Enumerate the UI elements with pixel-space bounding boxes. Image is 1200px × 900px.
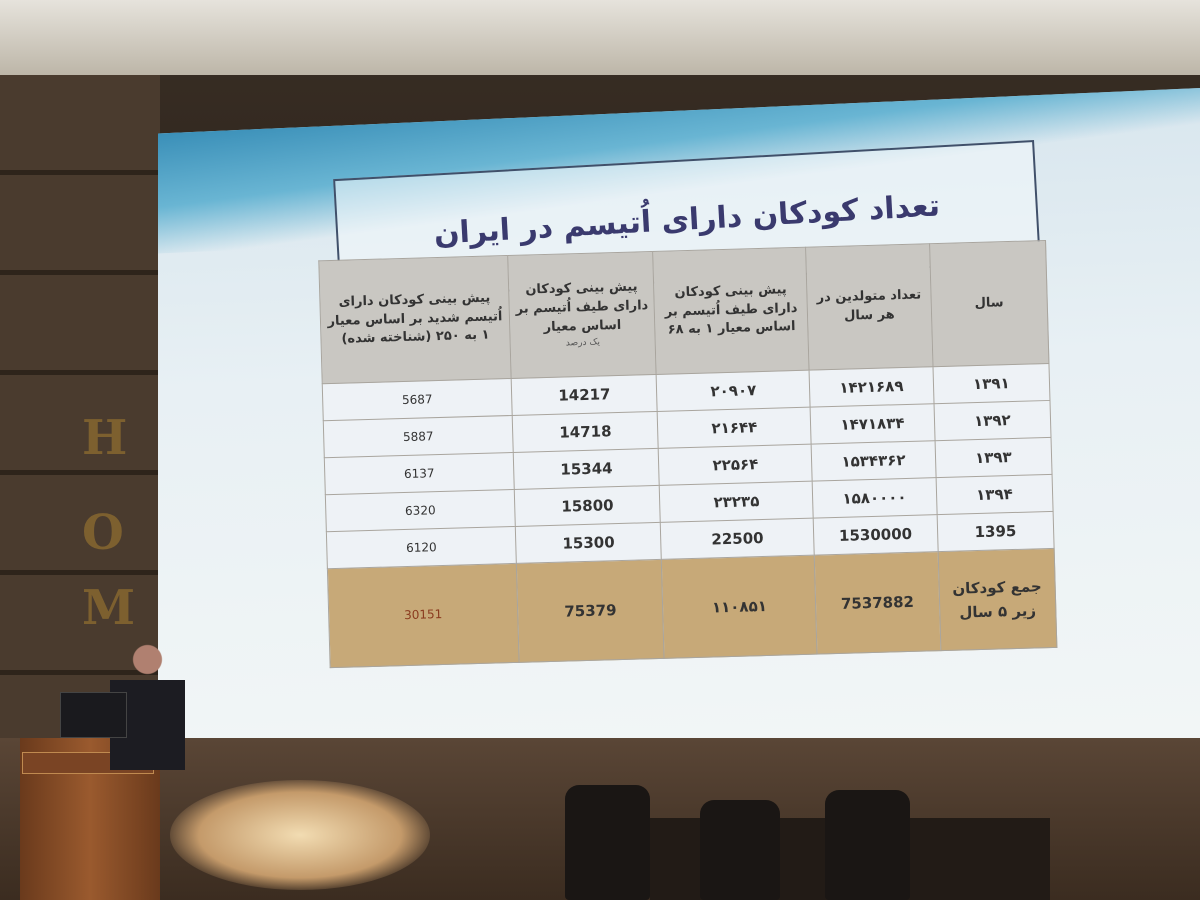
wall-letter: H <box>82 410 128 466</box>
table-cell: ۱۳۹۴ <box>935 474 1054 515</box>
header-severe-1-250: پیش بینی کودکان دارای اُتیسم شدید بر اسا… <box>318 255 512 384</box>
table-cell: ۱۴۷۱۸۳۴ <box>810 403 935 445</box>
table-cell: ۲۳۲۳۵ <box>659 481 814 523</box>
table-cell: 22500 <box>660 518 815 560</box>
total-row: جمع کودکان زیر ۵ سال 7537882 ۱۱۰۸۵۱ 75379 30… <box>327 548 1057 668</box>
total-cell: جمع کودکان زیر ۵ سال <box>937 548 1057 651</box>
header-prediction-1-percent: پیش بینی کودکان دارای طیف اُتیسم بر اساس… <box>507 251 657 379</box>
total-cell: ۱۱۰۸۵۱ <box>661 555 818 659</box>
table-cell: 1530000 <box>813 514 938 556</box>
table-cell: 6120 <box>326 526 517 569</box>
header-year: سال <box>929 240 1049 367</box>
autism-table: سال تعداد متولدین در هر سال پیش بینی کود… <box>318 240 1057 668</box>
ceiling <box>0 0 1200 75</box>
header-births: تعداد متولدین در هر سال <box>805 243 933 371</box>
table-cell: 15344 <box>513 448 660 490</box>
table-cell: ۲۱۶۴۴ <box>657 407 812 449</box>
table-cell: 15300 <box>515 522 662 564</box>
total-cell: 75379 <box>516 559 665 663</box>
table-cell: 15800 <box>514 485 661 527</box>
table-cell: ۱۳۹۳ <box>934 437 1053 478</box>
wall-letter: M <box>82 580 136 636</box>
table-cell: ۱۵۸۰۰۰۰ <box>812 477 937 519</box>
table-cell: 14718 <box>512 411 659 453</box>
light-spot <box>170 780 430 890</box>
table-cell: 1395 <box>936 511 1055 552</box>
table-cell: 6137 <box>324 452 515 495</box>
table-cell: 14217 <box>511 374 658 416</box>
table-cell: ۱۳۹۲ <box>933 400 1052 441</box>
total-cell: 30151 <box>327 563 520 668</box>
table-cell: ۱۳۹۱ <box>932 363 1050 404</box>
total-cell: 7537882 <box>814 551 941 655</box>
table-cell: ۱۴۲۱۶۸۹ <box>809 366 934 408</box>
header-sublabel: یک درصد <box>565 337 601 349</box>
header-label: پیش بینی کودکان دارای طیف اُتیسم بر اساس… <box>515 279 649 335</box>
table-cell: 5887 <box>323 415 514 458</box>
table-header-row: سال تعداد متولدین در هر سال پیش بینی کود… <box>318 240 1049 384</box>
laptop <box>60 692 127 738</box>
table-cell: ۱۵۳۴۳۶۲ <box>811 440 936 482</box>
table-cell: ۲۰۹۰۷ <box>656 370 811 412</box>
table-cell: 5687 <box>322 378 513 421</box>
table-cell: 6320 <box>325 489 516 532</box>
table-cell: ۲۲۵۶۴ <box>658 444 813 486</box>
wall-letter: O <box>82 505 124 561</box>
header-prediction-1-68: پیش بینی کودکان دارای طیف اُتیسم بر اساس… <box>653 247 810 375</box>
chair <box>825 790 910 900</box>
chair <box>565 785 650 900</box>
chair <box>700 800 780 900</box>
